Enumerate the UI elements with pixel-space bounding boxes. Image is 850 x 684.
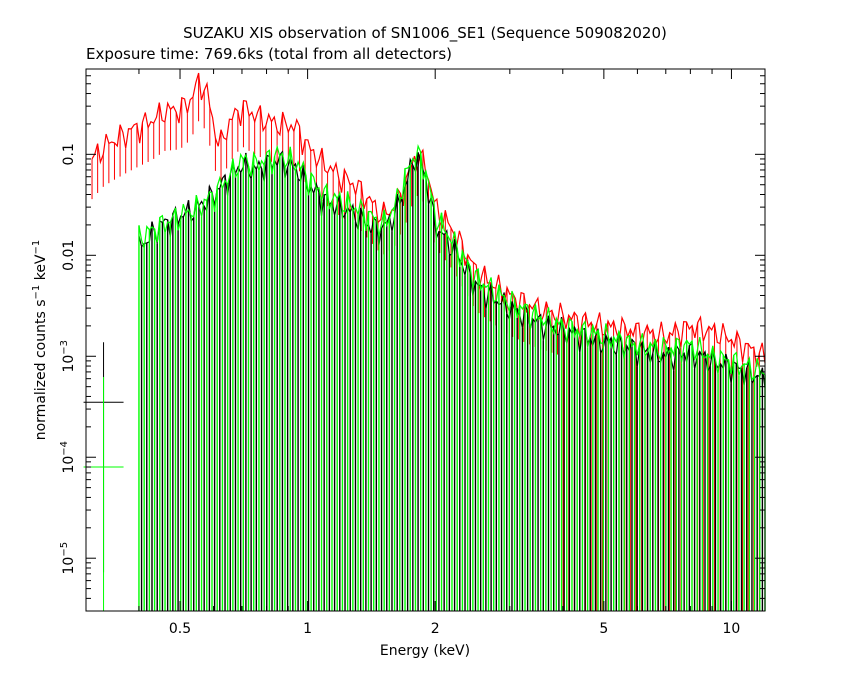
y-tick-exponent: −5 [59, 542, 70, 557]
y-tick-mantissa: 10 [61, 557, 77, 575]
y-tick-label: 10−5 [59, 542, 77, 575]
x-tick-label: 2 [431, 621, 440, 637]
y-tick-mantissa: 0.01 [61, 240, 77, 271]
y-tick-mantissa: 0.1 [61, 143, 77, 165]
x-tick-label: 5 [599, 621, 608, 637]
y-axis-label-mid: keV [33, 254, 49, 285]
y-tick-label: 0.1 [61, 143, 77, 165]
x-tick-label: 1 [303, 621, 312, 637]
x-axis-ticks: 0.5 1 2 5 10 [85, 69, 741, 637]
series-layer [83, 72, 766, 611]
y-tick-exponent: −4 [59, 441, 70, 456]
y-axis-label-exp1: −1 [31, 285, 42, 300]
y-tick-mantissa: 10 [61, 456, 77, 474]
y-tick-mantissa: 10 [61, 355, 77, 373]
chart-subtitle: Exposure time: 769.6ks (total from all d… [86, 45, 452, 63]
x-tick-label: 0.5 [169, 621, 191, 637]
y-tick-label: 10−3 [59, 340, 77, 373]
y-axis-label-exp2: −1 [31, 240, 42, 255]
series-2-line [138, 143, 766, 382]
series-2 [83, 143, 766, 611]
y-tick-label: 10−4 [59, 441, 77, 474]
x-tick-label: 10 [723, 621, 741, 637]
y-tick-exponent: −3 [59, 340, 70, 355]
y-tick-label: 0.01 [61, 240, 77, 271]
y-axis-label-base: normalized counts s [33, 299, 49, 440]
y-axis-label: normalized counts s−1 keV−1 [31, 240, 49, 441]
plot-frame [85, 68, 766, 612]
x-axis-label: Energy (keV) [380, 643, 470, 659]
chart-title: SUZAKU XIS observation of SN1006_SE1 (Se… [183, 24, 667, 43]
